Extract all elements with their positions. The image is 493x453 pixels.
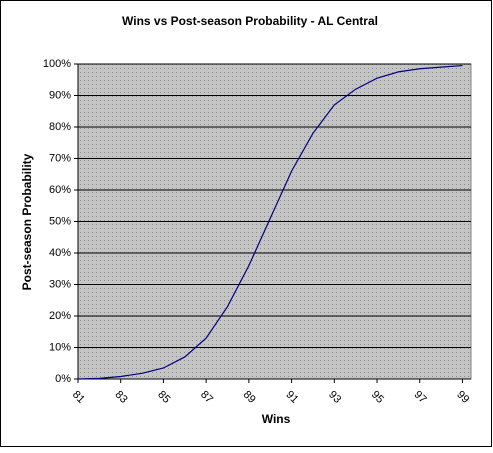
y-tick-label: 30%: [49, 278, 71, 290]
y-tick-label: 70%: [49, 152, 71, 164]
y-tick-label: 50%: [49, 215, 71, 227]
chart-title: Wins vs Post-season Probability - AL Cen…: [122, 14, 378, 28]
data-line: [77, 64, 463, 380]
y-tick-label: 100%: [43, 58, 71, 70]
x-axis-label: Wins: [262, 412, 291, 426]
y-tick-label: 40%: [49, 247, 71, 259]
y-tick-label: 10%: [49, 341, 71, 353]
y-axis-label: Post-season Probability: [20, 153, 34, 290]
y-tick-label: 80%: [49, 121, 71, 133]
y-tick-label: 0%: [55, 373, 71, 385]
y-tick-label: 20%: [49, 310, 71, 322]
y-tick-label: 60%: [49, 184, 71, 196]
y-tick-label: 90%: [49, 89, 71, 101]
